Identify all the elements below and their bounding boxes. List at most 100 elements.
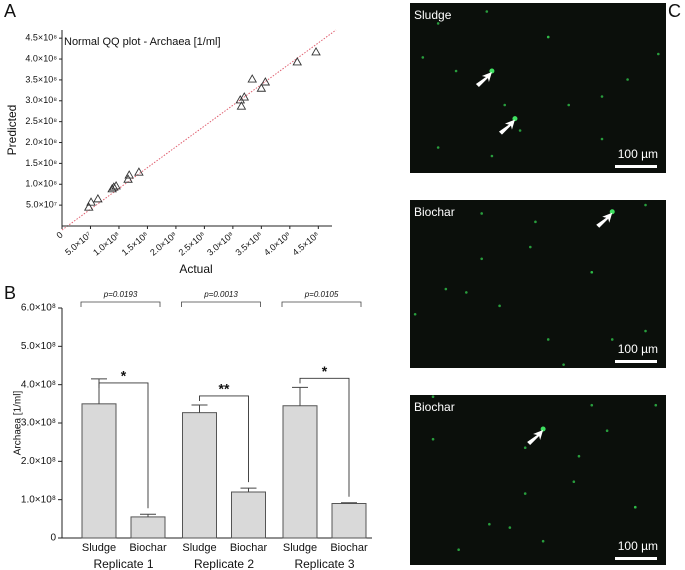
cell — [546, 35, 550, 39]
error-bar — [240, 487, 257, 492]
data-point — [107, 183, 117, 193]
cell — [626, 78, 629, 81]
data-point — [109, 182, 119, 191]
y-tick-label: 3.5×10⁸ — [25, 74, 57, 84]
x-tick-label: 1.0×10⁸ — [91, 230, 122, 258]
cell — [605, 429, 609, 433]
x-tick-label: 0 — [55, 230, 65, 241]
scale-bar-label: 100 µm — [618, 539, 658, 553]
cell — [444, 287, 448, 291]
data-point — [260, 77, 271, 86]
arrow — [498, 119, 515, 135]
group-label: Replicate 3 — [294, 557, 354, 570]
data-point — [111, 181, 121, 190]
bar — [130, 516, 166, 539]
x-tick-label: Biochar — [330, 542, 368, 554]
significance-label: * — [322, 363, 328, 379]
cell — [498, 304, 501, 308]
data-point — [123, 174, 133, 183]
cell — [633, 505, 637, 509]
p-bracket — [281, 301, 362, 307]
cell — [657, 52, 660, 56]
scale-bar — [615, 557, 657, 560]
data-point — [86, 197, 96, 206]
x-tick-label: Sludge — [182, 542, 216, 554]
y-tick-label: 1.0×10⁸ — [25, 179, 57, 189]
p-bracket — [181, 301, 261, 307]
x-tick-label: 5.0×10⁷ — [63, 230, 93, 258]
cell — [567, 103, 571, 107]
arrow — [527, 430, 544, 445]
cell — [546, 338, 550, 341]
arrow — [475, 72, 492, 87]
y-tick-label: 5.0×10⁷ — [26, 200, 57, 210]
x-tick-label: Sludge — [283, 542, 317, 554]
scale-bar-label: 100 µm — [618, 147, 658, 161]
chart-title: Normal QQ plot - Archaea [1/ml] — [64, 36, 221, 48]
x-tick-label: Biochar — [129, 542, 167, 554]
cell — [431, 395, 435, 399]
cell — [534, 220, 537, 224]
cell — [610, 338, 614, 341]
bar — [81, 403, 117, 539]
cell — [600, 95, 604, 98]
cell — [485, 10, 489, 13]
cell — [480, 212, 483, 215]
y-tick-label: 4.5×10⁸ — [25, 33, 57, 43]
x-tick-label: 2.0×10⁸ — [148, 230, 179, 258]
bar — [231, 491, 266, 539]
micrograph-label: Biochar — [414, 400, 455, 414]
error-bar — [341, 502, 357, 504]
data-point — [311, 47, 321, 56]
cell — [590, 270, 594, 274]
group-label: Replicate 1 — [93, 557, 153, 570]
data-point — [256, 83, 267, 92]
scale-bar-label: 100 µm — [618, 342, 658, 356]
panel-label: C — [668, 1, 681, 21]
cell — [490, 154, 494, 158]
arrow — [596, 212, 613, 228]
micrograph — [410, 200, 666, 368]
significance-bracket — [98, 382, 149, 509]
error-bar — [140, 513, 156, 517]
cell — [436, 146, 440, 149]
cell — [454, 69, 458, 73]
p-value: p=0.0013 — [203, 290, 238, 299]
y-tick-label: 3.0×10⁸ — [21, 418, 56, 429]
significance-label: ** — [219, 381, 230, 397]
cell — [503, 103, 507, 107]
micrograph — [410, 395, 666, 565]
error-bar — [191, 404, 208, 413]
p-value: p=0.0105 — [304, 290, 339, 299]
x-tick-label: 2.5×10⁸ — [177, 230, 208, 258]
y-tick-label: 6.0×10⁸ — [21, 303, 56, 314]
p-value: p=0.0193 — [103, 290, 138, 299]
y-tick-label: 1.5×10⁸ — [25, 158, 57, 168]
cell — [654, 403, 658, 407]
cell — [529, 245, 532, 249]
y-axis-label: Archaea [1/ml] — [13, 391, 24, 456]
cell — [562, 363, 565, 366]
y-tick-label: 4.0×10⁸ — [25, 53, 57, 63]
y-tick-label: 2.5×10⁸ — [25, 116, 57, 126]
cell — [572, 480, 576, 484]
y-tick-label: 4.0×10⁸ — [21, 379, 56, 390]
data-point — [134, 167, 144, 176]
scale-bar — [615, 360, 657, 363]
y-tick-label: 3.0×10⁸ — [25, 95, 57, 105]
x-tick-label: Sludge — [82, 542, 116, 554]
y-tick-label: 2.0×10⁸ — [25, 137, 57, 147]
cell — [541, 539, 545, 543]
cell — [431, 437, 435, 441]
group-label: Replicate 2 — [194, 557, 254, 570]
data-point — [83, 202, 94, 211]
cell — [421, 56, 425, 59]
cell — [600, 137, 604, 141]
p-bracket — [80, 301, 161, 307]
data-point — [124, 170, 134, 179]
x-tick-label: 4.0×10⁸ — [262, 230, 293, 258]
y-axis-label: Predicted — [5, 105, 19, 156]
data-point — [93, 193, 103, 203]
x-tick-label: Biochar — [230, 542, 268, 554]
